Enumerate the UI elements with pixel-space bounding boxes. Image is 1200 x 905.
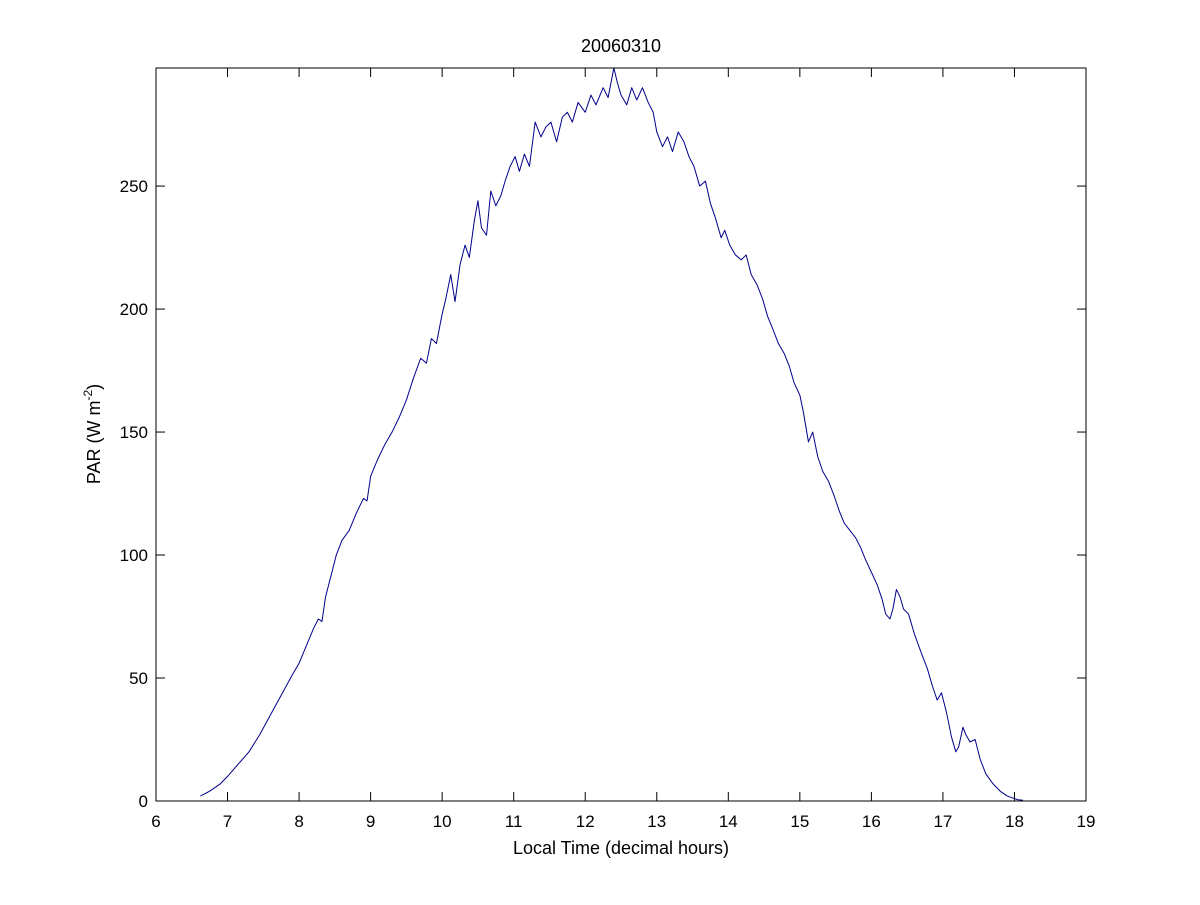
chart-title: 20060310 (581, 36, 661, 56)
y-tick-label: 250 (120, 177, 148, 196)
y-tick-label: 150 (120, 423, 148, 442)
x-tick-label: 9 (366, 812, 375, 831)
y-tick-label: 50 (129, 669, 148, 688)
x-axis-ticks: 6 7 8 9 10 11 12 13 14 15 16 17 18 19 (151, 68, 1095, 831)
series-line-0 (200, 67, 1024, 801)
x-tick-label: 12 (576, 812, 595, 831)
x-tick-label: 18 (1005, 812, 1024, 831)
x-tick-label: 16 (862, 812, 881, 831)
axes-box (155, 67, 1087, 802)
x-tick-label: 14 (719, 812, 738, 831)
x-tick-label: 10 (433, 812, 452, 831)
y-axis-label-superscript: -2 (81, 390, 95, 401)
x-tick-label: 13 (647, 812, 666, 831)
data-layer (200, 67, 1024, 801)
x-tick-label: 11 (505, 812, 523, 831)
y-tick-label: 0 (139, 792, 148, 811)
x-axis-label: Local Time (decimal hours) (513, 838, 729, 858)
y-tick-label: 200 (120, 300, 148, 319)
y-tick-label: 100 (120, 546, 148, 565)
x-tick-label: 8 (294, 812, 303, 831)
x-tick-label: 17 (933, 812, 952, 831)
y-axis-label-close: ) (84, 384, 104, 390)
x-tick-label: 15 (790, 812, 809, 831)
x-tick-label: 6 (151, 812, 160, 831)
y-axis-ticks: 0 50 100 150 200 250 (120, 177, 1086, 811)
plot-area (156, 68, 1086, 801)
x-tick-label: 7 (223, 812, 232, 831)
x-tick-label: 19 (1077, 812, 1096, 831)
y-axis-label-main: PAR (W m (84, 401, 104, 485)
y-axis-label: PAR (W m-2) (81, 384, 104, 484)
